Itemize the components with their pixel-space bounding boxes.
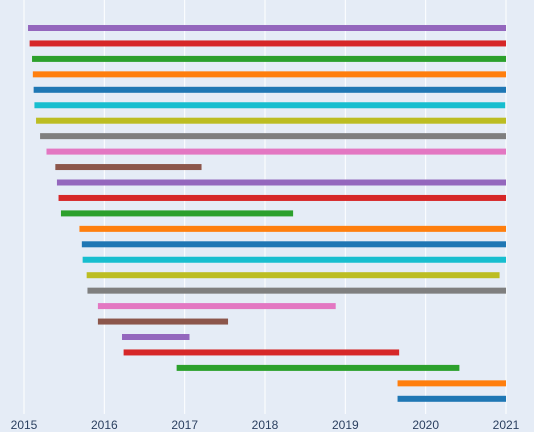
x-tick-label-2020: 2020 <box>412 418 439 432</box>
timeline-segment-9 <box>46 148 507 155</box>
timeline-segment-20 <box>97 318 229 325</box>
timeline-segment-24 <box>397 380 506 387</box>
timeline-segment-11 <box>56 179 506 186</box>
timeline-segment-13 <box>60 210 294 217</box>
timeline-segment-15 <box>81 241 506 248</box>
timeline-segment-2 <box>29 40 507 47</box>
timeline-segment-6 <box>34 102 506 109</box>
timeline-segment-8 <box>40 133 506 140</box>
x-tick-label-2019: 2019 <box>332 418 359 432</box>
x-tick-label-2017: 2017 <box>171 418 198 432</box>
timeline-segment-4 <box>32 71 507 78</box>
timeline-segment-21 <box>122 334 190 340</box>
x-tick-label-2016: 2016 <box>91 418 118 432</box>
segment-layer <box>28 25 507 402</box>
timeline-segment-5 <box>33 86 506 93</box>
timeline-segment-12 <box>58 194 506 201</box>
grid-layer <box>23 0 507 414</box>
timeline-segment-16 <box>82 256 506 263</box>
timeline-segment-17 <box>86 272 500 279</box>
timeline-segment-14 <box>79 225 507 232</box>
x-tick-label-2015: 2015 <box>11 418 38 432</box>
x-axis-ticks: 2015 2016 2017 2018 2019 2020 2021 <box>11 418 520 432</box>
timeline-segment-3 <box>32 55 506 62</box>
timeline-segment-18 <box>87 287 507 294</box>
timeline-segment-23 <box>176 364 460 371</box>
timeline-segment-7 <box>36 117 507 124</box>
timeline-segment-10 <box>55 164 202 171</box>
x-tick-label-2018: 2018 <box>252 418 279 432</box>
timeline-segment-1 <box>28 25 507 31</box>
timeline-segment-25 <box>397 395 506 402</box>
timeline-segment-22 <box>123 349 400 356</box>
x-tick-label-2021: 2021 <box>493 418 520 432</box>
timeline-segment-19 <box>97 303 336 310</box>
